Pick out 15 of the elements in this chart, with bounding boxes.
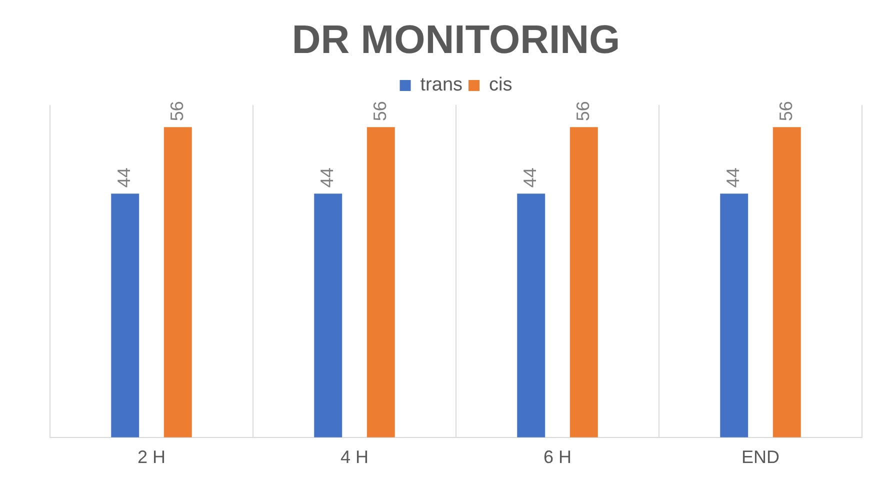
chart-title: DR MONITORING (292, 18, 620, 62)
data-label: 56 (776, 101, 796, 122)
x-tick-label: 4 H (340, 447, 369, 468)
x-tick-label: 6 H (543, 447, 572, 468)
x-tick-label: 2 H (137, 447, 166, 468)
data-label: 56 (370, 101, 390, 122)
data-label: 44 (317, 168, 338, 188)
x-tick-label: END (741, 447, 780, 468)
data-label: 44 (114, 168, 134, 188)
legend-label: trans (420, 74, 463, 96)
data-label: 56 (572, 101, 593, 122)
legend-label: cis (489, 74, 512, 96)
data-label: 44 (520, 168, 540, 188)
data-label: 56 (166, 101, 187, 122)
data-label: 44 (723, 168, 744, 188)
